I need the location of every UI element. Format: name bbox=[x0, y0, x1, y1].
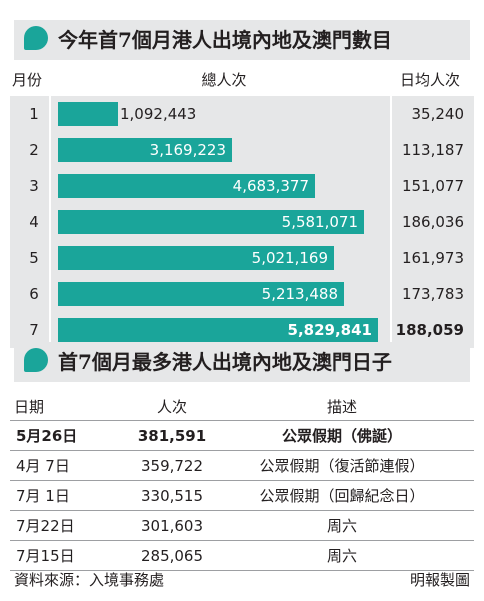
daily-value: 186,036 bbox=[401, 213, 464, 231]
speech-bubble-icon bbox=[24, 26, 48, 50]
desc-cell: 公眾假期（回歸紀念日） bbox=[259, 487, 425, 505]
desc-cell: 公眾假期（佛誕） bbox=[281, 427, 403, 445]
total-bar bbox=[58, 174, 315, 198]
count-cell: 285,065 bbox=[140, 547, 204, 565]
desc-cell: 周六 bbox=[326, 517, 358, 535]
total-bar bbox=[58, 318, 378, 342]
daily-value: 113,187 bbox=[401, 141, 464, 159]
total-bar bbox=[58, 246, 334, 270]
header-count: 人次 bbox=[156, 398, 188, 416]
source-note: 資料來源：入境事務處 bbox=[14, 571, 165, 589]
total-value-label: 5,213,488 bbox=[261, 285, 338, 303]
count-cell: 301,603 bbox=[140, 517, 204, 535]
row-divider bbox=[10, 510, 474, 511]
column-separator bbox=[49, 240, 51, 276]
total-value-label: 4,683,377 bbox=[232, 177, 309, 195]
total-bar bbox=[58, 282, 344, 306]
month-label: 2 bbox=[29, 141, 39, 159]
total-bar bbox=[58, 102, 118, 126]
date-cell: 7月 1日 bbox=[16, 487, 70, 505]
header-month: 月份 bbox=[12, 71, 43, 89]
speech-bubble-icon bbox=[24, 348, 48, 372]
count-cell: 330,515 bbox=[140, 487, 204, 505]
date-cell: 4月 7日 bbox=[16, 457, 70, 475]
column-separator bbox=[49, 276, 51, 312]
table-title-bar: 首7個月最多港人出境內地及澳門日子 bbox=[14, 342, 470, 382]
row-divider bbox=[10, 570, 474, 571]
header-date: 日期 bbox=[14, 398, 45, 416]
column-separator bbox=[49, 312, 51, 348]
month-label: 6 bbox=[29, 285, 39, 303]
month-label: 1 bbox=[29, 105, 39, 123]
row-divider bbox=[10, 540, 474, 541]
daily-value: 188,059 bbox=[395, 321, 464, 339]
month-label: 7 bbox=[29, 321, 39, 339]
total-value-label: 5,021,169 bbox=[251, 249, 328, 267]
column-separator bbox=[390, 312, 392, 348]
daily-value: 35,240 bbox=[411, 105, 465, 123]
column-separator bbox=[49, 132, 51, 168]
column-separator bbox=[390, 96, 392, 132]
total-value-label: 5,829,841 bbox=[287, 321, 372, 339]
daily-value: 151,077 bbox=[401, 177, 464, 195]
header-daily: 日均人次 bbox=[400, 71, 461, 89]
column-separator bbox=[49, 168, 51, 204]
column-separator bbox=[390, 240, 392, 276]
month-label: 4 bbox=[29, 213, 39, 231]
column-separator bbox=[390, 204, 392, 240]
total-bar bbox=[58, 138, 232, 162]
column-separator bbox=[390, 276, 392, 312]
count-cell: 359,722 bbox=[140, 457, 204, 475]
row-divider bbox=[10, 450, 474, 451]
chart-title-bar: 今年首7個月港人出境內地及澳門數目 bbox=[14, 20, 470, 60]
column-separator bbox=[49, 96, 51, 132]
month-label: 5 bbox=[29, 249, 39, 267]
daily-value: 173,783 bbox=[401, 285, 464, 303]
row-divider bbox=[10, 420, 474, 421]
row-divider bbox=[10, 480, 474, 481]
daily-value: 161,973 bbox=[401, 249, 464, 267]
header-desc: 描述 bbox=[326, 398, 358, 416]
total-value-label: 5,581,071 bbox=[281, 213, 358, 231]
desc-cell: 公眾假期（復活節連假） bbox=[259, 457, 425, 475]
chart-title: 今年首7個月港人出境內地及澳門數目 bbox=[58, 28, 392, 52]
date-cell: 5月26日 bbox=[16, 427, 78, 445]
date-cell: 7月15日 bbox=[16, 547, 75, 565]
column-separator bbox=[390, 132, 392, 168]
desc-cell: 周六 bbox=[326, 547, 358, 565]
date-cell: 7月22日 bbox=[16, 517, 75, 535]
credit-note: 明報製圖 bbox=[409, 571, 470, 589]
total-bar bbox=[58, 210, 364, 234]
table-title: 首7個月最多港人出境內地及澳門日子 bbox=[58, 350, 392, 374]
total-value-label: 1,092,443 bbox=[120, 105, 197, 123]
column-separator bbox=[390, 168, 392, 204]
total-value-label: 3,169,223 bbox=[149, 141, 226, 159]
column-separator bbox=[49, 204, 51, 240]
header-total: 總人次 bbox=[201, 71, 247, 89]
month-label: 3 bbox=[29, 177, 39, 195]
count-cell: 381,591 bbox=[137, 427, 207, 445]
